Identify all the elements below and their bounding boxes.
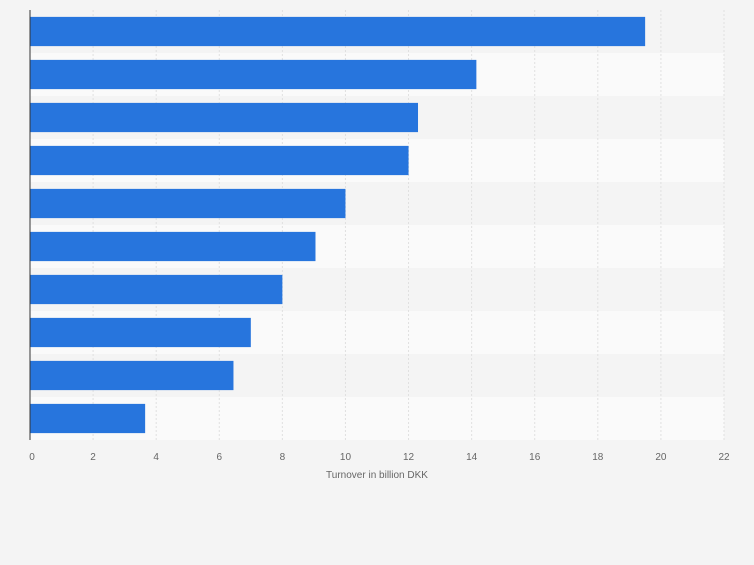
x-tick-label: 2 xyxy=(90,452,96,463)
x-tick-label: 20 xyxy=(655,452,667,463)
x-tick-label: 0 xyxy=(29,452,35,463)
x-axis-title: Turnover in billion DKK xyxy=(326,470,428,481)
x-tick-label: 6 xyxy=(216,452,222,463)
x-tick-label: 22 xyxy=(718,452,730,463)
bar xyxy=(30,231,316,262)
bar xyxy=(30,360,234,391)
x-tick-label: 4 xyxy=(153,452,159,463)
bar xyxy=(30,59,477,90)
x-axis-ticks: 0 2 4 6 8 10 12 14 16 18 20 22 xyxy=(29,452,730,463)
x-tick-label: 18 xyxy=(592,452,604,463)
row-band xyxy=(30,397,724,440)
bar xyxy=(30,16,646,47)
x-tick-label: 12 xyxy=(403,452,415,463)
bar xyxy=(30,274,283,305)
bar xyxy=(30,102,419,133)
bar xyxy=(30,403,146,434)
x-tick-label: 10 xyxy=(340,452,352,463)
bar xyxy=(30,145,409,176)
x-tick-label: 14 xyxy=(466,452,478,463)
x-tick-label: 16 xyxy=(529,452,541,463)
bar xyxy=(30,188,346,219)
x-tick-label: 8 xyxy=(280,452,286,463)
bar xyxy=(30,317,251,348)
bars xyxy=(30,16,646,434)
